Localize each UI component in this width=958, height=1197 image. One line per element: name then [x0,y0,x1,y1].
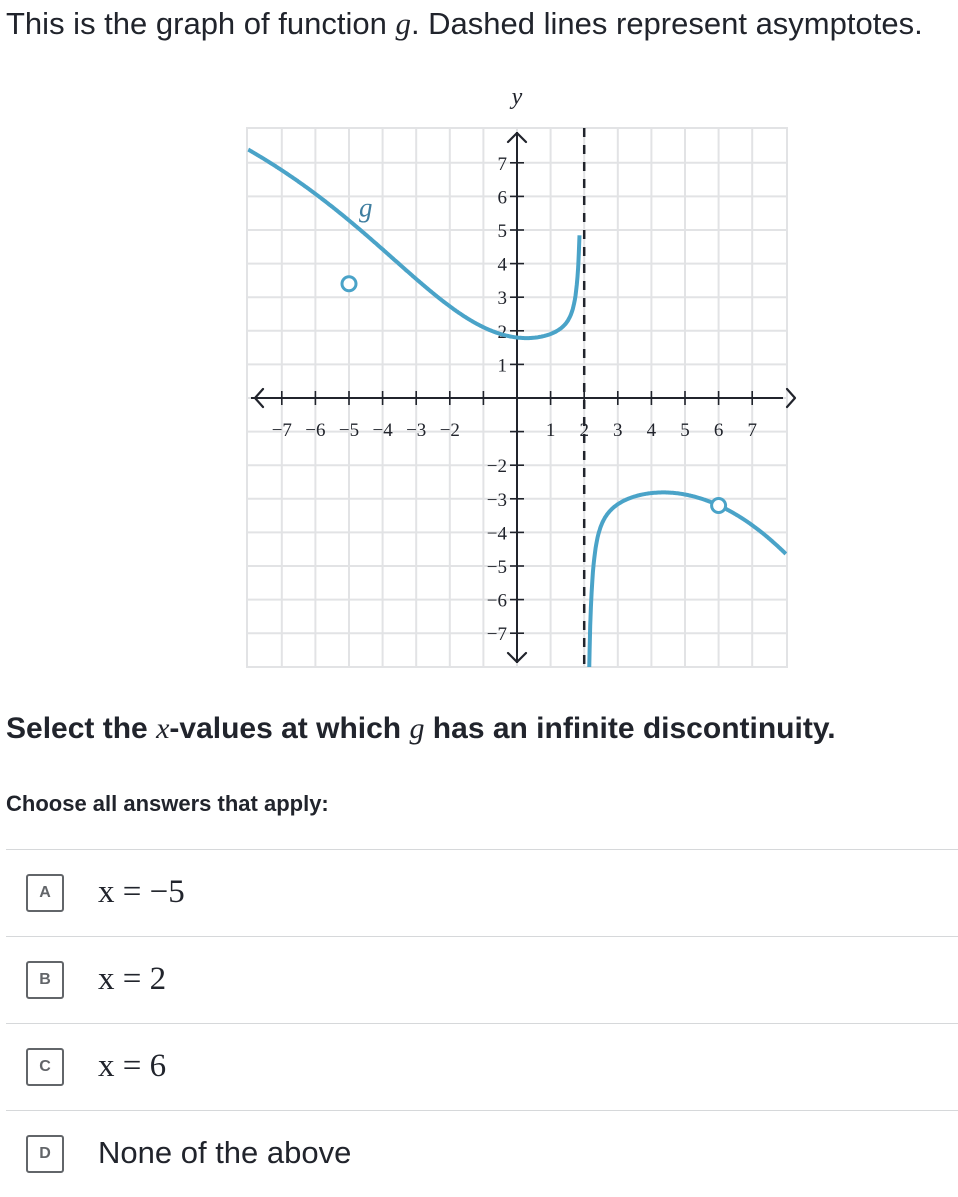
question-text-middle: -values at which [169,712,410,745]
x-tick-label: 2 [579,420,589,441]
x-tick-label: 3 [613,420,623,441]
y-tick-label: −3 [487,490,507,511]
choice-d[interactable]: D None of the above [6,1110,958,1197]
function-label: g [359,193,373,223]
choose-instruction: Choose all answers that apply: [6,791,329,816]
intro-function-name: g [395,6,411,41]
open-circle-hole [340,275,358,293]
y-tick-label: −7 [487,624,507,645]
y-axis-label: y [510,84,523,110]
intro-text: This is the graph of function [6,6,396,41]
curve-left-branch [247,147,582,341]
y-tick-label: 2 [498,322,508,343]
y-tick-label: 7 [498,154,508,175]
x-axis-arrow-left [253,387,265,409]
choice-label-a: x = −5 [98,874,185,910]
choice-letter-b: B [26,961,64,999]
choice-letter-c: C [26,1048,64,1086]
x-tick-label: −5 [339,420,359,441]
x-tick-label: −2 [440,420,460,441]
graph-curves: g [247,128,787,667]
x-tick-label: −6 [305,420,325,441]
y-tick-label: 6 [498,187,508,208]
answer-choices: A x = −5 B x = 2 C x = 6 D None of the a… [6,849,958,1197]
choice-a[interactable]: A x = −5 [6,849,958,936]
question-text-end: has an infinite discontinuity. [424,712,836,745]
function-graph: −7−6−5−4−3−212345671234567−2−3−4−5−6−7xy… [246,84,797,668]
curve-right-branch [587,490,787,667]
y-tick-label: −5 [487,557,507,578]
x-tick-label: 4 [647,420,657,441]
x-tick-label: 5 [680,420,690,441]
x-tick-label: 7 [747,420,757,441]
question-prompt: Select the x-values at which g has an in… [6,708,836,750]
x-tick-label: −4 [372,420,393,441]
y-tick-label: 4 [498,255,508,276]
y-tick-label: 5 [498,221,508,242]
x-tick-label: −7 [272,420,292,441]
choice-b[interactable]: B x = 2 [6,936,958,1023]
question-text: Select the [6,712,157,745]
y-tick-label: 1 [498,355,508,376]
x-tick-label: −3 [406,420,426,441]
choice-c[interactable]: C x = 6 [6,1023,958,1110]
y-tick-label: 3 [498,288,508,309]
x-axis-arrow-right [785,387,797,409]
y-tick-label: −2 [487,456,507,477]
choice-label-b: x = 2 [98,961,167,997]
choice-letter-d: D [26,1135,64,1173]
graph-axes [251,131,797,664]
x-tick-label: 1 [546,420,556,441]
choice-label-c: x = 6 [98,1048,167,1084]
intro-text-end: . Dashed lines represent asymptotes. [410,6,923,41]
problem-intro: This is the graph of function g. Dashed … [6,2,923,46]
y-tick-label: −6 [487,591,507,612]
choice-label-d: None of the above [98,1135,352,1170]
x-tick-label: 6 [714,420,724,441]
question-function-name: g [409,712,425,745]
y-tick-label: −4 [487,523,508,544]
choice-letter-a: A [26,874,64,912]
y-axis-arrow-up [506,131,528,144]
question-variable: x [156,712,170,745]
y-axis-arrow-down [506,651,528,664]
open-circle-hole [710,497,728,515]
